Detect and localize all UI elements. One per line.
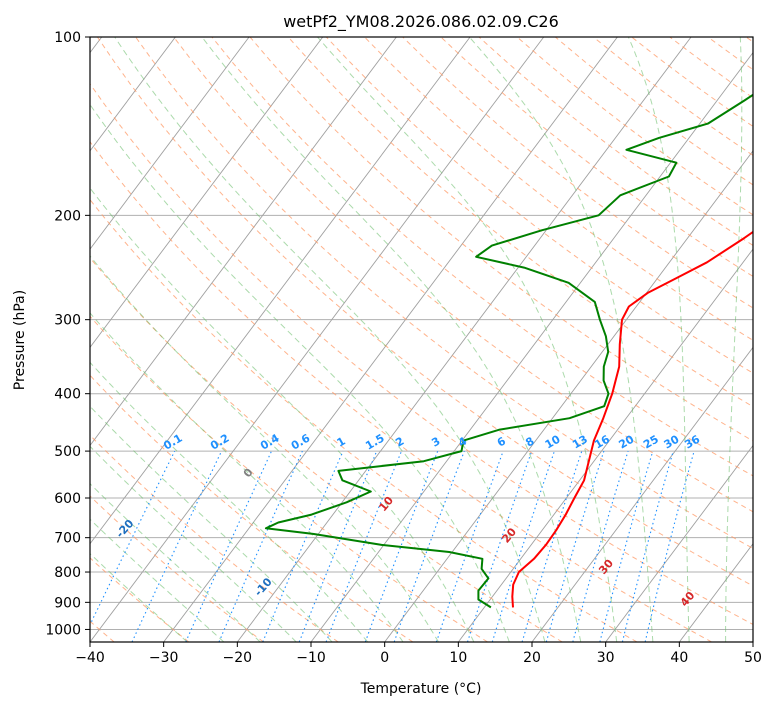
dry-adiabat-line xyxy=(211,37,753,477)
moist-adiabat-line xyxy=(469,37,654,642)
x-tick-label: −40 xyxy=(75,650,105,666)
isotherm-line xyxy=(90,37,250,250)
moist-adiabat-line xyxy=(317,37,618,642)
dry-adiabat-line xyxy=(173,37,753,513)
mixing-ratio-line xyxy=(466,450,533,642)
x-tick-label: 50 xyxy=(744,650,762,666)
moist-adiabat-line xyxy=(90,187,475,642)
isotherm-line xyxy=(163,37,618,642)
moist-adiabat-line xyxy=(201,37,582,642)
y-tick-label: 100 xyxy=(54,30,81,46)
moist-adiabat-line xyxy=(114,37,546,642)
dry-adiabat-line xyxy=(96,37,753,587)
moist-adiabats xyxy=(90,37,743,642)
moist-adiabat-line xyxy=(90,553,188,642)
y-tick-label: 200 xyxy=(54,208,81,224)
moist-adiabat-line xyxy=(90,361,369,642)
x-axis-label: Temperature (°C) xyxy=(360,681,482,697)
chart-title: wetPf2_YM08.2026.086.02.09.C26 xyxy=(283,12,559,32)
plot-area: 0.10.20.40.611.52346810131620253036-100-… xyxy=(90,37,753,642)
mixing-ratio-line xyxy=(521,450,583,642)
dry-adiabat-line xyxy=(135,37,753,550)
isotherm-line xyxy=(90,37,545,642)
isotherm-line xyxy=(384,150,753,642)
isotherm-line xyxy=(310,51,753,642)
dewpoint-profile-line xyxy=(264,93,753,609)
isotherm-line xyxy=(90,37,324,349)
y-axis-ticks: 100 200 300 400 500 600 700 800 900 1000 xyxy=(45,30,90,638)
x-tick-label: −20 xyxy=(223,650,253,666)
y-tick-label: 700 xyxy=(54,531,81,547)
moist-adiabat-line xyxy=(90,445,297,642)
moist-adiabat-line xyxy=(90,518,225,642)
isotherm-line xyxy=(90,37,471,545)
pressure-gridlines xyxy=(90,37,753,630)
x-tick-label: −10 xyxy=(296,650,326,666)
dry-adiabat-line xyxy=(287,37,753,408)
temperature-profile-line xyxy=(511,230,753,608)
moist-adiabat-line xyxy=(90,405,333,642)
sounding-series xyxy=(264,93,753,609)
y-tick-label: 400 xyxy=(54,387,81,403)
x-tick-label: 30 xyxy=(597,650,615,666)
y-tick-label: 600 xyxy=(54,491,81,507)
y-tick-label: 800 xyxy=(54,565,81,581)
moist-adiabat-line xyxy=(90,103,510,642)
dry-adiabats xyxy=(90,37,753,642)
x-axis-ticks: −40 −30 −20 −10 0 10 20 30 40 50 xyxy=(75,642,762,666)
mixing-ratio-line xyxy=(364,450,439,642)
isotherm-line xyxy=(90,37,176,152)
skewed-isotherms xyxy=(90,37,753,642)
dry-adiabat-line xyxy=(90,140,712,642)
y-axis-label: Pressure (hPa) xyxy=(12,290,28,390)
x-tick-label: 40 xyxy=(670,650,688,666)
y-tick-label: 300 xyxy=(54,313,81,329)
isotherm-line xyxy=(531,346,753,642)
y-tick-label: 500 xyxy=(54,444,81,460)
mixing-ratio-line xyxy=(545,450,605,642)
moist-adiabat-line xyxy=(90,482,261,642)
dry-adiabat-line xyxy=(90,257,563,642)
mixing-ratio-line xyxy=(572,450,629,642)
isotherm-line xyxy=(236,37,692,642)
dry-adiabat-line xyxy=(364,37,753,341)
dry-adiabat-line xyxy=(90,374,414,642)
mixing-ratio-line xyxy=(491,450,555,642)
moist-adiabat-line xyxy=(627,37,690,642)
x-tick-label: 20 xyxy=(523,650,541,666)
isotherm-line xyxy=(605,444,753,642)
dry-adiabat-line xyxy=(90,557,190,642)
moist-adiabat-line xyxy=(90,312,404,642)
mixing-ratio-lines xyxy=(90,450,695,642)
isotherm-line xyxy=(457,248,753,642)
dry-adiabat-line xyxy=(402,37,753,309)
x-tick-label: 10 xyxy=(449,650,467,666)
moist-adiabat-line xyxy=(725,37,743,642)
dry-adiabat-line xyxy=(90,198,638,642)
x-tick-label: 0 xyxy=(380,650,389,666)
isotherm-line xyxy=(90,37,397,447)
dry-adiabat-line xyxy=(90,83,753,625)
y-tick-label: 1000 xyxy=(45,622,81,638)
mixing-ratio-line xyxy=(131,450,223,642)
mixing-ratio-line xyxy=(325,450,403,642)
y-tick-label: 900 xyxy=(54,595,81,611)
mixing-ratio-line xyxy=(90,450,176,627)
x-tick-label: −30 xyxy=(149,650,179,666)
plot-frame xyxy=(89,36,754,643)
